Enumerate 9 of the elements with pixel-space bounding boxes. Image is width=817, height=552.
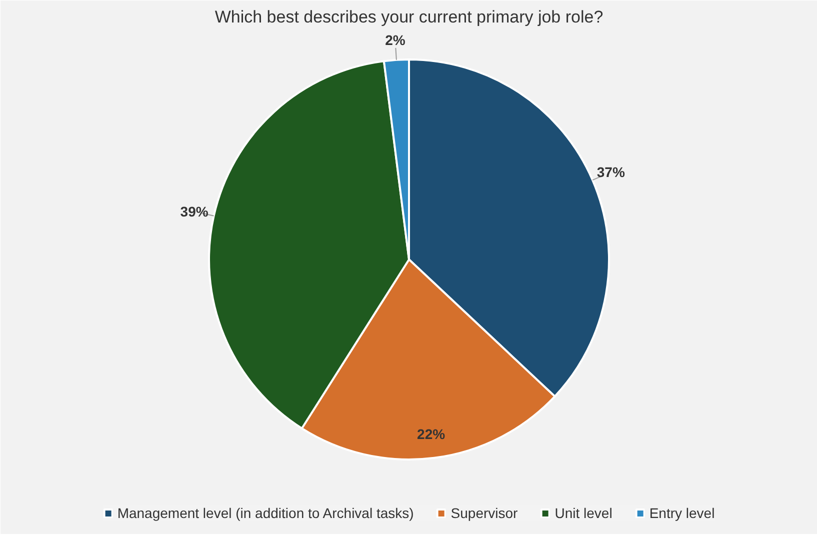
legend-label: Unit level <box>554 505 612 521</box>
data-label: 2% <box>385 32 406 48</box>
data-label: 22% <box>417 426 446 442</box>
chart-title: Which best describes your current primary job role? <box>214 8 604 26</box>
data-label: 39% <box>180 204 209 220</box>
legend-label: Entry level <box>649 505 715 521</box>
data-label: 37% <box>596 164 626 180</box>
legend-label: Management level (in addition to Archival tasks) <box>117 505 414 521</box>
legend-label: Supervisor <box>450 505 518 521</box>
